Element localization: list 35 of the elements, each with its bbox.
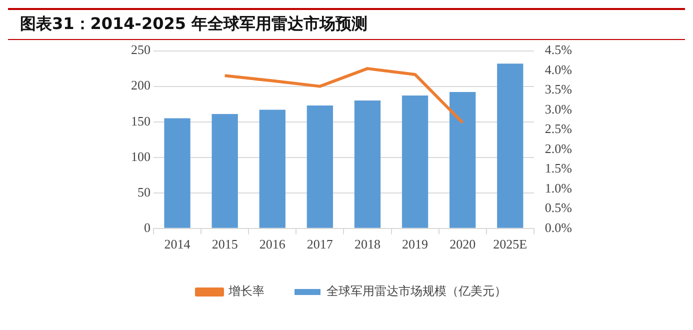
x-tick-label: 2019 [402,236,428,252]
y2-tick-label: 3.0% [544,101,572,116]
y-tick-label: 200 [131,78,150,93]
legend-label: 全球军用雷达市场规模（亿美元） [326,284,506,298]
y-tick-label: 0 [144,220,150,235]
y-tick-label: 100 [131,148,150,164]
y2-tick-label: 1.0% [544,180,572,196]
bar [402,96,428,228]
y2-tick-label: 4.0% [544,62,572,77]
y2-tick-label: 0.5% [544,200,572,216]
y2-tick-label: 2.5% [544,121,572,136]
legend-label: 增长率 [228,284,264,298]
y2-tick-label: 0.0% [544,220,572,235]
bar [212,114,238,228]
chart-title: 图表31：2014-2025 年全球军用雷达市场预测 [8,8,685,40]
x-tick-label: 2014 [164,236,191,252]
y2-tick-label: 4.5% [544,42,572,58]
x-tick-label: 2017 [306,236,334,252]
bar [259,110,286,228]
x-tick-label: 2018 [354,236,380,252]
y-tick-label: 50 [138,184,150,200]
y-tick-label: 250 [131,42,150,58]
bar [354,100,381,228]
x-tick-label: 2015 [212,236,238,252]
bar [450,92,476,228]
y2-tick-label: 3.5% [544,82,572,97]
bar [306,106,334,228]
y2-tick-label: 2.0% [544,140,572,156]
y2-tick-label: 1.5% [544,160,572,176]
x-tick-label: 2025E [493,236,528,252]
bar [164,118,190,228]
y-tick-label: 150 [131,113,150,128]
x-tick-label: 2016 [259,236,286,252]
x-tick-label: 2020 [450,236,476,252]
bar [497,64,524,228]
